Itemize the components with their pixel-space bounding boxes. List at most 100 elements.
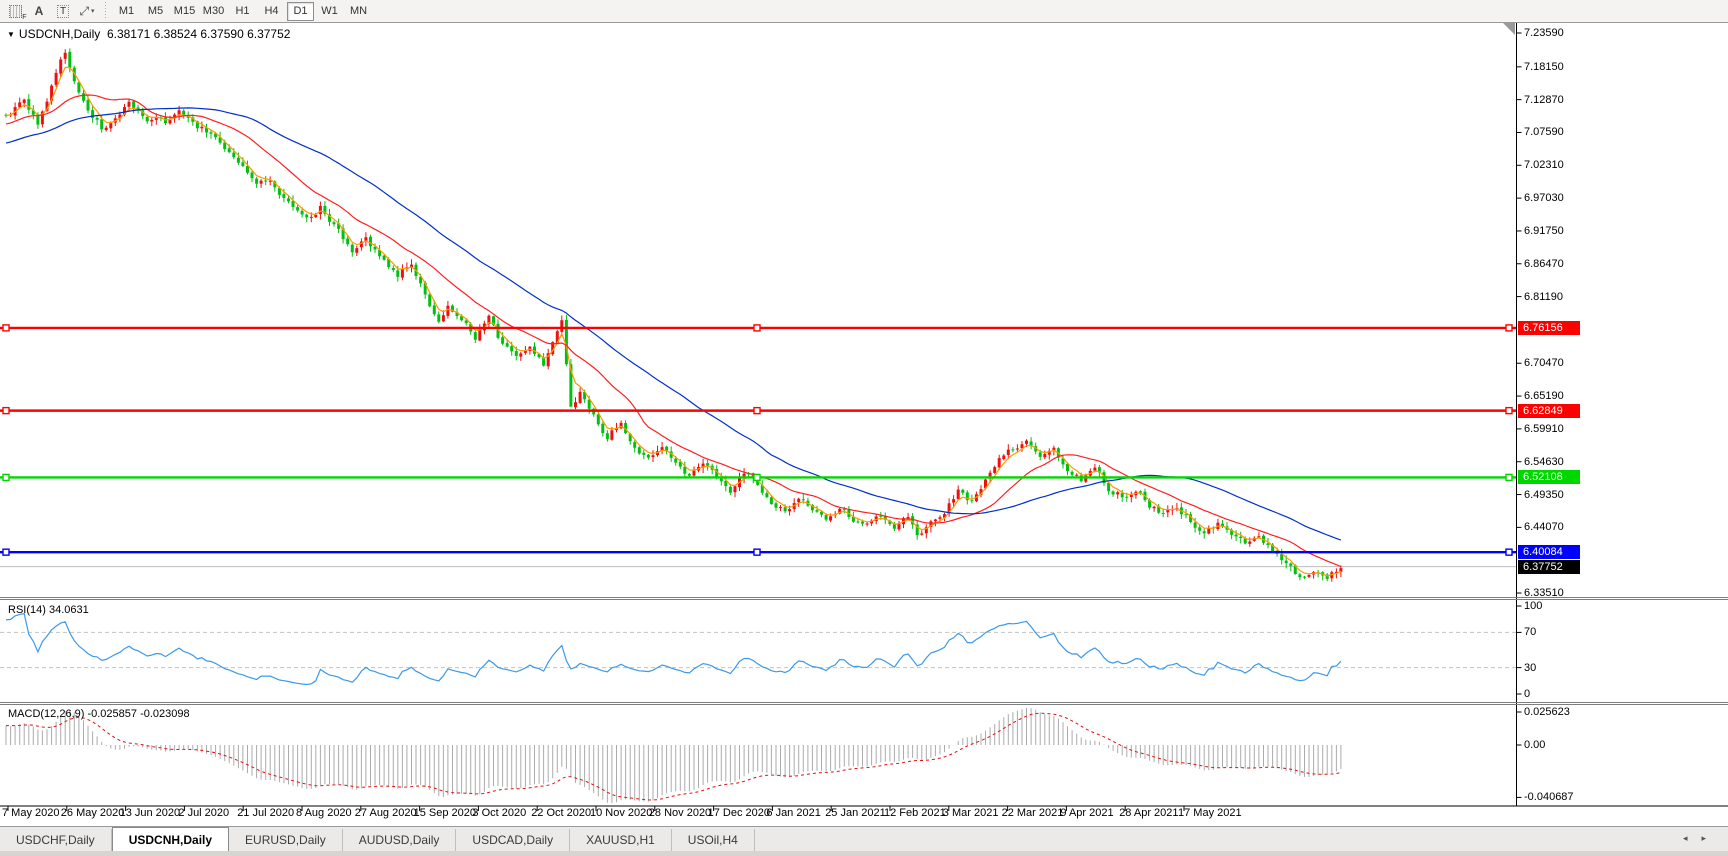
macd-scale-tick: 0.025623	[1524, 705, 1570, 718]
dropdown-caret-icon: ▾	[91, 8, 95, 15]
font-icon[interactable]: A	[34, 4, 44, 18]
price-tick: 7.07590	[1524, 126, 1564, 139]
bear-candle-wicks	[5, 48, 1328, 582]
price-tick: 7.23590	[1524, 27, 1564, 39]
bid-price-label: 6.37752	[1518, 559, 1580, 574]
hline-handle[interactable]	[1505, 548, 1513, 556]
toolbar-handle-icon[interactable]: F	[4, 2, 27, 21]
ohlc-values: 6.38171 6.38524 6.37590 6.37752	[106, 27, 291, 41]
hline-handle[interactable]	[2, 473, 10, 482]
price-tick: 6.97030	[1524, 192, 1564, 205]
level-price-label: 6.52108	[1518, 470, 1580, 485]
chart-tab-eurusd[interactable]: EURUSD,Daily	[229, 829, 343, 851]
timeframe-button-w1[interactable]: W1	[321, 5, 338, 17]
price-tick: 6.59910	[1524, 422, 1564, 435]
price-tick: 6.70470	[1524, 357, 1564, 370]
price-tick: 6.54630	[1524, 455, 1564, 468]
timeframe-button-m15[interactable]: M15	[173, 5, 196, 17]
rsi-scale-tick: 30	[1524, 661, 1537, 674]
date-tick-label: 10 Nov 2020	[590, 807, 653, 819]
macd-histogram	[5, 707, 1342, 804]
price-tick: 6.86470	[1524, 257, 1564, 270]
hline-handle[interactable]	[1505, 473, 1513, 482]
chart-title: ▼ USDCNH,Daily 6.38171 6.38524 6.37590 6.…	[7, 27, 290, 41]
hline-handle[interactable]	[1505, 324, 1513, 332]
chart-tab-xauusd[interactable]: XAUUSD,H1	[570, 829, 672, 851]
tab-scroll-left-icon[interactable]: ◂	[1682, 833, 1702, 843]
grid-f-icon: F	[8, 4, 27, 21]
hline-handle[interactable]	[2, 324, 10, 332]
date-tick-label: 28 Apr 2021	[1119, 807, 1179, 819]
hline-handle[interactable]	[1505, 406, 1513, 415]
rsi-scale-tick: 70	[1524, 626, 1537, 639]
text-label-icon[interactable]: T	[52, 2, 74, 21]
date-tick-label: 27 Aug 2020	[354, 807, 417, 819]
chart-tab-audusd[interactable]: AUDUSD,Daily	[343, 829, 457, 851]
price-tick: 6.44070	[1524, 521, 1564, 534]
date-tick-label: 7 May 2020	[2, 807, 60, 819]
tab-scroll-right-icon[interactable]: ▸	[1701, 833, 1720, 843]
date-tick-label: 8 Aug 2020	[296, 807, 352, 819]
date-tick-label: 26 May 2020	[60, 807, 125, 819]
level-price-label: 6.40084	[1518, 545, 1580, 560]
price-tick: 6.65190	[1524, 390, 1564, 403]
hline-handle[interactable]	[753, 473, 761, 482]
timeframe-button-m5[interactable]: M5	[147, 5, 164, 17]
price-tick: 7.02310	[1524, 159, 1564, 172]
date-tick-label: 15 Sep 2020	[413, 807, 476, 819]
timeframe-button-m1[interactable]: M1	[118, 5, 135, 17]
macd-scale-tick: -0.040687	[1524, 791, 1574, 804]
ma-line-4	[5, 66, 1342, 577]
timeframe-group: M1 M5 M15 M30 H1 H4 D1 W1 MN	[112, 1, 373, 21]
timeframe-button-d1[interactable]: D1	[287, 1, 314, 21]
date-tick-label: 3 Oct 2020	[472, 807, 527, 819]
date-tick-label: 25 Jan 2021	[825, 807, 886, 819]
date-tick-label: 22 Mar 2021	[1001, 807, 1064, 819]
chart-tab-bar: USDCHF,Daily USDCNH,Daily EURUSD,Daily AUDU…	[0, 826, 1728, 851]
macd-signal-line	[5, 712, 1341, 801]
hline-handle[interactable]	[753, 406, 761, 415]
timeframe-button-h4[interactable]: H4	[264, 5, 279, 17]
main-price-pane	[0, 48, 1516, 582]
price-tick: 6.49350	[1524, 488, 1564, 501]
cursor-arrows-icon[interactable]: ⤢ ▾	[79, 3, 95, 18]
date-tick-label: 2 Jul 2020	[178, 807, 230, 819]
date-tick-label: 9 Apr 2021	[1060, 807, 1114, 819]
rsi-scale-tick: 0	[1524, 688, 1531, 700]
date-tick-label: 17 Dec 2020	[707, 807, 770, 819]
hline-handle[interactable]	[753, 324, 761, 332]
hline-handle[interactable]	[2, 548, 10, 556]
chart-tab-usdcnh[interactable]: USDCNH,Daily	[111, 827, 230, 851]
toolbar: F A T ⤢ ▾ M1 M5 M15 M30 H1 H4 D1 W1 MN	[0, 0, 1728, 23]
timeframe-button-h1[interactable]: H1	[235, 5, 250, 17]
price-tick: 7.12870	[1524, 93, 1564, 106]
macd-scale-tick: 0.00	[1524, 739, 1546, 751]
date-tick-label: 12 Feb 2021	[884, 807, 946, 819]
chart-tab-usdcad[interactable]: USDCAD,Daily	[456, 829, 571, 851]
chart-tab-usdchf[interactable]: USDCHF,Daily	[0, 829, 112, 851]
ma-line-45	[5, 107, 1342, 541]
level-price-label: 6.62849	[1518, 403, 1580, 418]
hline-handle[interactable]	[2, 406, 10, 415]
bear-candle-bodies	[4, 51, 1329, 579]
ma-line-18	[5, 94, 1342, 568]
timeframe-button-m30[interactable]: M30	[202, 5, 225, 17]
date-tick-label: 21 Jul 2020	[237, 807, 295, 819]
price-tick: 6.33510	[1524, 587, 1564, 600]
date-tick-label: 13 Jun 2020	[119, 807, 181, 819]
chart-tab-usoil[interactable]: USOil,H4	[672, 829, 755, 851]
level-price-label: 6.76156	[1518, 320, 1580, 335]
chart-shift-marker-icon	[1503, 23, 1515, 35]
rsi-pane	[0, 613, 1516, 686]
date-tick-label: 28 Nov 2020	[648, 807, 712, 819]
date-tick-label: 3 Mar 2021	[942, 807, 999, 819]
chart-menu-caret-icon[interactable]: ▼	[7, 30, 15, 39]
hline-handle[interactable]	[753, 548, 761, 556]
tab-scroll-arrows: ◂▸	[1683, 833, 1720, 844]
macd-indicator-label: MACD(12,26,9) -0.025857 -0.023098	[8, 708, 190, 720]
rsi-line	[5, 613, 1342, 686]
rsi-scale-tick: 100	[1524, 600, 1543, 612]
timeframe-button-mn[interactable]: MN	[349, 5, 368, 17]
